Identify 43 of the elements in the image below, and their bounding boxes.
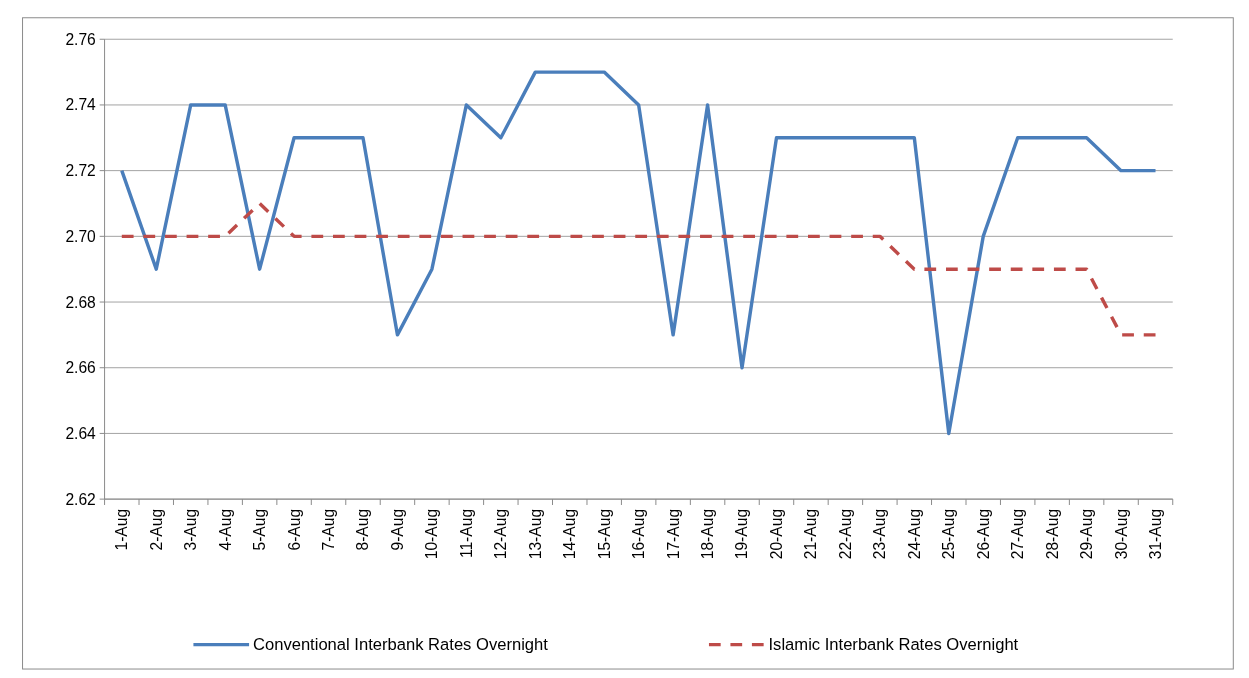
x-tick-label: 7-Aug [320,508,338,551]
x-tick-label: 8-Aug [354,508,372,551]
x-tick-label: 6-Aug [285,508,303,551]
legend-label: Conventional Interbank Rates Overnight [252,635,549,655]
x-tick-label: 26-Aug [974,508,992,560]
x-tick-label: 18-Aug [699,508,717,560]
x-tick-label: 14-Aug [561,508,579,560]
x-tick-label: 13-Aug [526,508,544,560]
x-tick-label: 23-Aug [871,508,889,560]
x-tick-label: 31-Aug [1146,508,1164,560]
x-tick-label: 28-Aug [1043,508,1061,560]
x-tick-label: 25-Aug [940,508,958,560]
x-tick-label: 16-Aug [630,508,648,560]
x-tick-label: 9-Aug [388,508,406,551]
y-tick-label: 2.66 [65,359,96,377]
x-tick-label: 22-Aug [836,508,854,560]
x-tick-label: 30-Aug [1112,508,1130,560]
x-tick-label: 3-Aug [182,508,200,551]
x-tick-label: 27-Aug [1009,508,1027,560]
x-tick-label: 24-Aug [905,508,923,560]
legend-label: Islamic Interbank Rates Overnight [768,635,1019,655]
y-tick-label: 2.76 [65,30,96,48]
x-tick-label: 12-Aug [492,508,510,560]
x-tick-label: 1-Aug [113,508,131,551]
y-tick-label: 2.64 [65,424,97,442]
x-tick-label: 15-Aug [595,508,613,560]
y-tick-label: 2.70 [65,227,97,245]
x-tick-label: 29-Aug [1078,508,1096,560]
y-tick-label: 2.68 [65,293,96,311]
x-tick-label: 5-Aug [251,508,269,551]
x-tick-label: 21-Aug [802,508,820,560]
x-tick-label: 11-Aug [457,508,475,559]
y-tick-label: 2.74 [65,96,97,114]
x-tick-label: 20-Aug [767,508,785,560]
y-tick-label: 2.72 [65,162,96,180]
line-series [120,70,1158,436]
x-tick-label: 4-Aug [216,508,234,551]
line-series [120,201,1158,337]
x-tick-label: 19-Aug [733,508,751,560]
y-tick-label: 2.62 [65,490,96,508]
x-tick-label: 17-Aug [664,508,682,560]
x-tick-label: 2-Aug [147,508,165,551]
x-tick-label: 10-Aug [423,508,441,560]
